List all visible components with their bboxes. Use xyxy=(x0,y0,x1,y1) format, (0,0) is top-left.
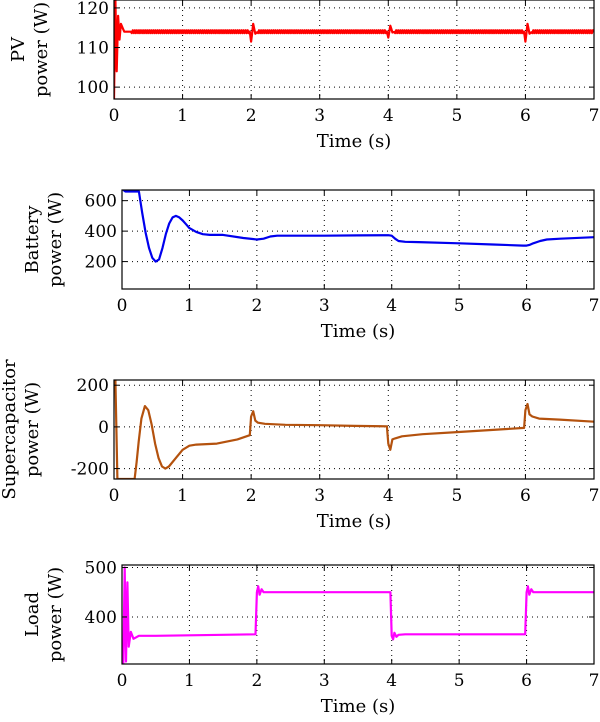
x-tick-label: 7 xyxy=(589,671,600,691)
x-tick-label: 2 xyxy=(246,106,257,126)
y-axis-label: power (W) xyxy=(31,2,52,97)
pv-power-panel: 0 1 2 3 4 5 6 7 100 110 120 Time (s) PV power (W) xyxy=(8,0,599,152)
x-tick-label: 6 xyxy=(520,486,531,506)
series-line xyxy=(114,0,594,99)
x-tick-label: 1 xyxy=(177,106,188,126)
plot-frame xyxy=(113,0,595,100)
y-axis-label: power (W) xyxy=(22,382,43,477)
x-tick-label: 4 xyxy=(383,486,394,506)
y-axis-label: Supercapacitor xyxy=(0,359,20,500)
x-axis-label: Time (s) xyxy=(321,696,396,717)
x-tick-label: 3 xyxy=(319,296,330,316)
x-tick-label: 6 xyxy=(520,106,531,126)
x-tick-label: 4 xyxy=(386,671,397,691)
y-axis-label: Battery xyxy=(22,205,43,274)
x-tick-label: 6 xyxy=(521,296,532,316)
x-tick-label: 2 xyxy=(251,296,262,316)
y-tick-label: 100 xyxy=(77,78,109,98)
x-tick-label: 0 xyxy=(109,106,120,126)
plot-frame xyxy=(121,189,595,290)
battery-power-panel: 0 1 2 3 4 5 6 7 200 400 600 Time (s) Battery power (W… xyxy=(22,189,600,342)
load-power-panel: 0 1 2 3 4 5 6 7 400 500 Time (s) Load power (W) xyxy=(22,558,599,717)
x-tick-label: 7 xyxy=(589,106,600,126)
y-tick-label: 0 xyxy=(98,418,109,438)
x-tick-label: 4 xyxy=(386,296,397,316)
x-axis-label: Time (s) xyxy=(317,131,392,152)
x-tick-label: 1 xyxy=(184,671,195,691)
series-line xyxy=(122,566,594,664)
y-axis-label: PV xyxy=(8,36,29,62)
y-tick-label: 500 xyxy=(85,558,117,578)
x-tick-label: 7 xyxy=(589,486,600,506)
y-axis-label: Load xyxy=(22,592,43,637)
x-tick-label: 5 xyxy=(454,671,465,691)
x-tick-label: 6 xyxy=(521,671,532,691)
x-tick-label: 3 xyxy=(314,106,325,126)
x-tick-label: 2 xyxy=(251,671,262,691)
series-line xyxy=(114,380,594,479)
y-axis-label: power (W) xyxy=(45,192,66,287)
x-tick-label: 4 xyxy=(383,106,394,126)
x-tick-label: 1 xyxy=(177,486,188,506)
x-tick-label: 3 xyxy=(319,671,330,691)
y-tick-label: 400 xyxy=(85,608,117,628)
plot-frame xyxy=(121,564,595,665)
x-tick-label: 7 xyxy=(589,296,600,316)
y-tick-label: 600 xyxy=(85,192,117,212)
x-axis-label: Time (s) xyxy=(321,321,396,342)
x-tick-label: 5 xyxy=(451,486,462,506)
x-tick-label: 5 xyxy=(454,296,465,316)
x-tick-label: 0 xyxy=(109,486,120,506)
series-line xyxy=(122,190,594,263)
y-tick-label: 200 xyxy=(85,253,117,273)
y-tick-label: 200 xyxy=(77,376,109,396)
y-tick-label: 400 xyxy=(85,222,117,242)
x-tick-label: 0 xyxy=(117,296,128,316)
x-tick-label: 0 xyxy=(117,671,128,691)
x-tick-label: 2 xyxy=(246,486,257,506)
x-tick-label: 5 xyxy=(451,106,462,126)
y-axis-label: power (W) xyxy=(45,567,66,662)
x-tick-label: 1 xyxy=(184,296,195,316)
x-axis-label: Time (s) xyxy=(317,511,392,532)
y-tick-label: 120 xyxy=(77,0,109,19)
plot-frame xyxy=(113,379,595,480)
x-tick-label: 3 xyxy=(314,486,325,506)
y-tick-label: -200 xyxy=(71,460,109,480)
y-tick-label: 110 xyxy=(77,39,109,59)
